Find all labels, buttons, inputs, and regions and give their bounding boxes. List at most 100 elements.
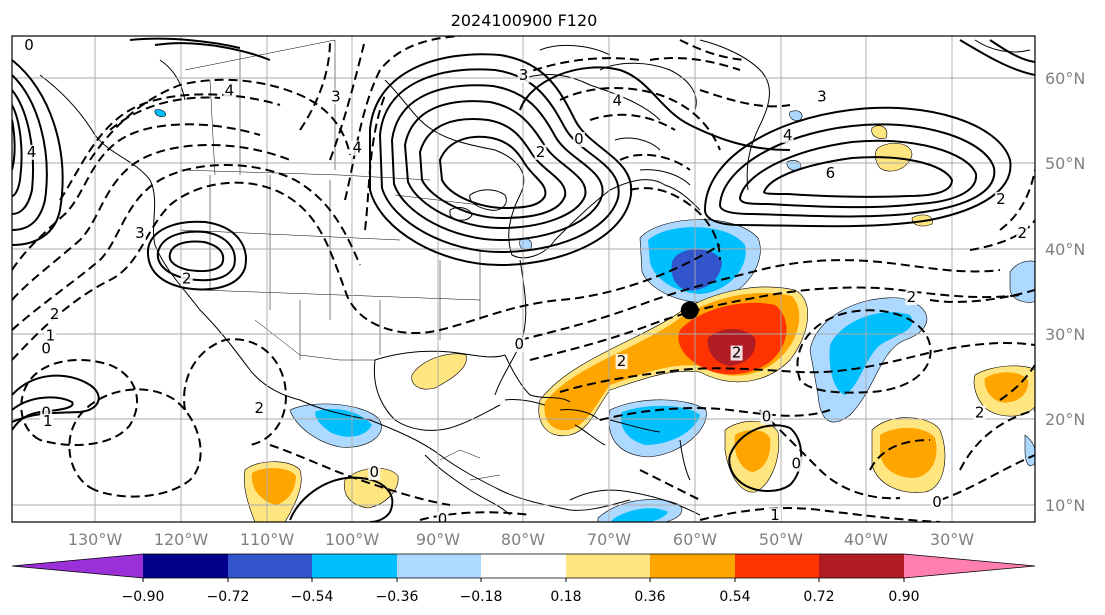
contour-label: 2 <box>996 190 1006 208</box>
contour-label-bg <box>44 328 57 344</box>
contour-label-bg <box>730 345 743 361</box>
contour-label: 0 <box>932 493 942 511</box>
contour-label: 0 <box>975 19 985 37</box>
colorbar-extend-low <box>12 554 143 578</box>
colorbar-tick-label: 0.36 <box>634 589 665 605</box>
contour-label-bg <box>23 38 36 54</box>
contour-label-bg <box>824 166 837 182</box>
contour-label-bg <box>253 401 266 417</box>
contour-label-bg <box>84 36 97 37</box>
colorbar-tick-label: −0.90 <box>122 589 165 605</box>
colorbar-tick-label: 0.18 <box>550 589 581 605</box>
lat-label: 10°N <box>1045 496 1085 515</box>
contour-label: 2 <box>182 269 192 287</box>
contour-label: 2 <box>617 352 627 370</box>
latitude-labels: 60°N 50°N 40°N 30°N 20°N 10°N <box>1045 69 1085 515</box>
contour-label-bg <box>534 144 547 160</box>
lon-label: 110°W <box>240 530 295 549</box>
contour-label-bg <box>112 36 125 38</box>
contour-label: 2 <box>50 305 60 323</box>
colorbar-tick-label: −0.36 <box>376 589 419 605</box>
colorbar <box>11 553 1036 582</box>
lat-label: 60°N <box>1045 69 1085 88</box>
contour-label-bg <box>1016 225 1029 241</box>
contour-label: 4 <box>225 81 235 99</box>
contour-label: 2 <box>907 288 917 306</box>
lon-label: 120°W <box>154 530 209 549</box>
contour-label: 2 <box>254 399 264 417</box>
contour-label-bg <box>351 140 364 156</box>
colorbar-segment <box>650 554 735 578</box>
contour-label: 2 <box>732 344 742 362</box>
contour-label: 1 <box>46 326 56 344</box>
colorbar-tick-label: −0.72 <box>207 589 250 605</box>
lon-label: 50°W <box>759 530 803 549</box>
contour-label: 0 <box>41 339 51 357</box>
contour-label-bg <box>815 89 828 105</box>
lat-label: 20°N <box>1045 410 1085 429</box>
colorbar-extend-high <box>904 554 1035 578</box>
contour-label-bg <box>517 68 530 83</box>
contour-label: 3 <box>817 87 827 105</box>
contour-label: 4 <box>783 126 793 144</box>
contour-label-bg <box>25 144 38 160</box>
contour-label: 0 <box>792 455 802 473</box>
contour-label: 0 <box>114 21 124 39</box>
contour-label-bg <box>436 512 449 522</box>
colorbar-labels: −0.90 −0.72 −0.54 −0.36 −0.18 0.18 0.36 … <box>122 589 920 605</box>
colorbar-tick-label: 0.72 <box>803 589 834 605</box>
lat-label: 40°N <box>1045 240 1085 259</box>
contour-label-bg <box>760 409 773 425</box>
colorbar-tick-label: 0.54 <box>719 589 750 605</box>
colorbar-segment <box>819 554 904 578</box>
contour-label: 2 <box>86 19 96 37</box>
contour-label-bg <box>223 83 236 99</box>
colorbar-tick-label: −0.54 <box>291 589 334 605</box>
colorbar-segment <box>228 554 312 578</box>
colorbar-segment <box>566 554 650 578</box>
contour-label-bg <box>40 341 53 357</box>
map-frame-border <box>11 35 1036 523</box>
contour-label: 2 <box>536 143 546 161</box>
contour-label: 0 <box>514 335 524 353</box>
contour-label: 0 <box>762 408 772 426</box>
lon-label: 40°W <box>844 530 888 549</box>
contour-label: 4 <box>613 92 623 110</box>
lon-label: 70°W <box>587 530 631 549</box>
lon-label: 90°W <box>416 530 460 549</box>
lat-label: 50°N <box>1045 154 1085 173</box>
positive-contours <box>12 37 1035 522</box>
contour-label-bg <box>994 191 1007 207</box>
contour-label-bg <box>790 456 803 472</box>
contour-label-bg <box>513 337 526 353</box>
contour-label: 0 <box>438 510 448 528</box>
lat-label: 30°N <box>1045 325 1085 344</box>
contour-label-bg <box>973 405 986 421</box>
contour-label: 6 <box>826 164 836 182</box>
colorbar-segment <box>481 554 566 578</box>
colorbar-segment <box>397 554 481 578</box>
contour-label: 0 <box>370 463 380 481</box>
colorbar-segment <box>143 554 228 578</box>
colorbar-segment <box>312 554 397 578</box>
contour-label: 4 <box>27 143 37 161</box>
contour-label: 0 <box>574 130 584 148</box>
contour-label: 1 <box>43 412 53 430</box>
contour-label-bg <box>973 36 986 37</box>
colorbar-tick-label: 0.90 <box>888 589 919 605</box>
contour-label-bg <box>180 271 193 287</box>
contour-label-bg <box>329 89 342 105</box>
colorbar-tick-label: −0.18 <box>460 589 503 605</box>
contour-label-bg <box>615 354 628 370</box>
lon-label: 100°W <box>325 530 380 549</box>
colorbar-segment <box>735 554 819 578</box>
contour-label: 0 <box>24 36 34 54</box>
contour-label-bg <box>905 290 918 306</box>
political-borders <box>179 39 501 481</box>
contour-label-bg <box>41 413 54 429</box>
contour-label: 3 <box>331 87 341 105</box>
contour-label-bg <box>768 507 781 522</box>
lon-label: 30°W <box>930 530 974 549</box>
